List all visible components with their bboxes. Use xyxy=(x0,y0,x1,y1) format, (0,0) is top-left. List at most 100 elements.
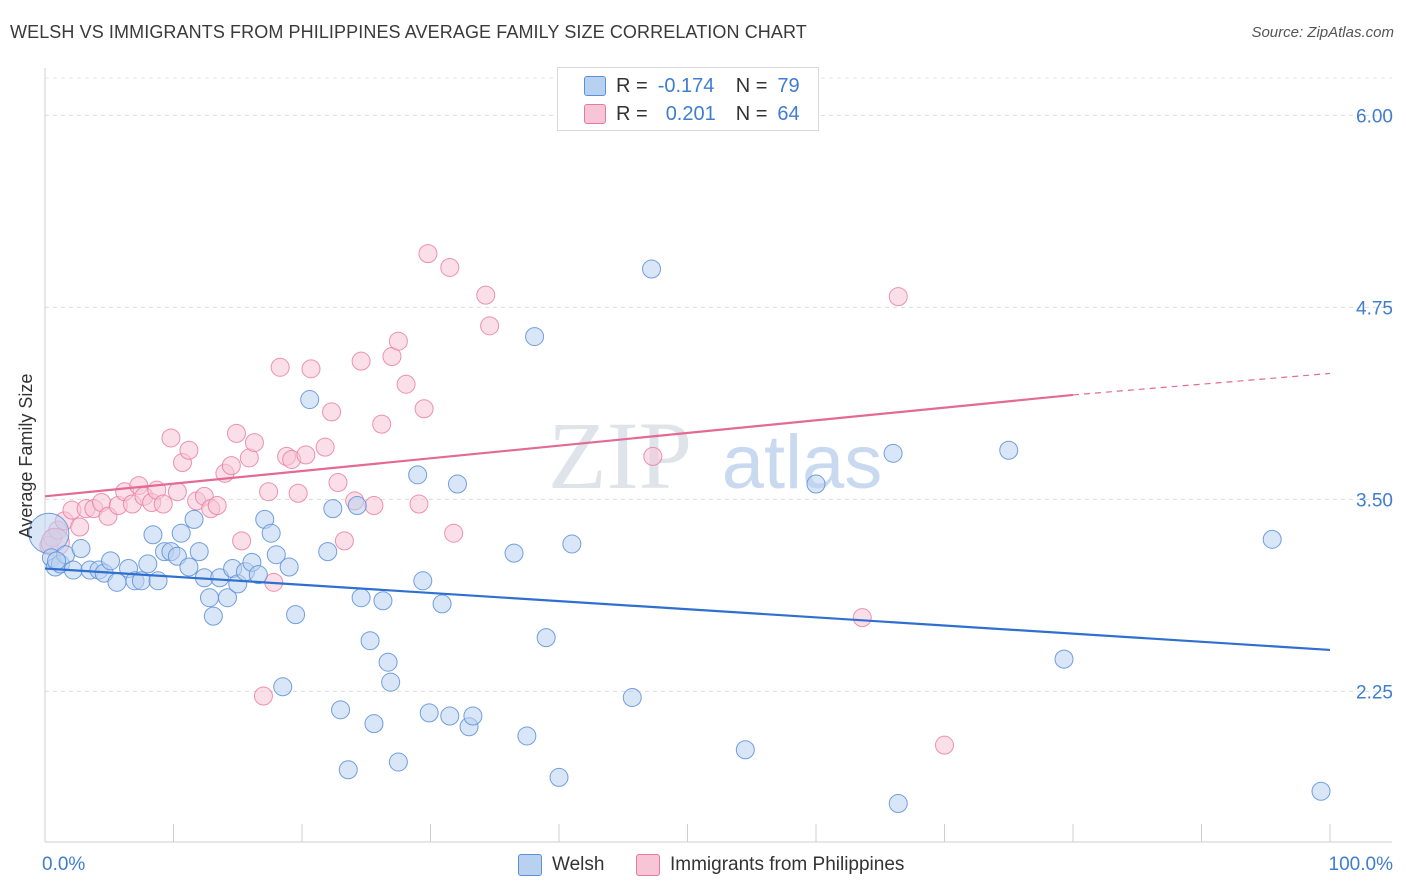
philippines-point xyxy=(351,351,371,371)
welsh-point xyxy=(266,545,286,565)
philippines-point xyxy=(643,446,663,466)
welsh-point xyxy=(171,523,191,543)
watermark-atlas: atlas xyxy=(722,420,883,505)
philippines-point xyxy=(301,359,321,379)
philippines-point xyxy=(207,496,227,516)
philippines-point xyxy=(179,440,199,460)
welsh-point xyxy=(549,767,569,787)
x-tick-label-max: 100.0% xyxy=(1329,854,1394,875)
legend-row-philippines: R = 0.201 N = 64 xyxy=(584,101,800,127)
welsh-point xyxy=(883,443,903,463)
chart-title: WELSH VS IMMIGRANTS FROM PHILIPPINES AVE… xyxy=(10,22,807,42)
philippines-point xyxy=(334,531,354,551)
welsh-point xyxy=(642,259,662,279)
welsh-point xyxy=(381,672,401,692)
philippines-swatch xyxy=(584,104,606,124)
legend-r-label: R = xyxy=(616,102,648,125)
philippines-point xyxy=(409,494,429,514)
welsh-point xyxy=(217,588,237,608)
welsh-point xyxy=(203,606,223,626)
welsh-point xyxy=(71,539,91,559)
bottom-legend-welsh: Welsh xyxy=(518,851,604,879)
philippines-point xyxy=(476,285,496,305)
source-credit: Source: ZipAtlas.com xyxy=(1251,24,1394,41)
y-axis-label-wrap: Average Family Size xyxy=(16,374,37,539)
x-tick-labels: 0.0% 100.0% xyxy=(42,854,1393,875)
philippines-point xyxy=(888,287,908,307)
philippines-point xyxy=(364,496,384,516)
welsh-point xyxy=(364,714,384,734)
y-tick-label: 3.50 xyxy=(1356,490,1393,511)
welsh-point xyxy=(806,474,826,494)
welsh-point xyxy=(138,554,158,574)
philippines-point xyxy=(253,686,273,706)
welsh-point xyxy=(338,760,358,780)
welsh-point xyxy=(143,525,163,545)
philippines-point xyxy=(388,331,408,351)
philippines-trend-extension xyxy=(1072,372,1331,396)
philippines-point xyxy=(70,517,90,537)
welsh-point xyxy=(735,740,755,760)
legend-r-value: -0.174 xyxy=(657,74,715,97)
welsh-point xyxy=(347,496,367,516)
welsh-point xyxy=(378,652,398,672)
grid-lines xyxy=(45,77,1392,692)
welsh-point xyxy=(210,568,230,588)
philippines-point xyxy=(296,445,316,465)
legend-n-label: N = xyxy=(735,102,768,125)
legend-row-welsh: R = -0.174 N = 79 xyxy=(584,73,800,99)
welsh-point xyxy=(286,605,306,625)
welsh-legend-swatch xyxy=(518,854,542,876)
welsh-point xyxy=(351,588,371,608)
philippines-point xyxy=(244,433,264,453)
welsh-point xyxy=(440,706,460,726)
welsh-point xyxy=(1262,529,1282,549)
welsh-point xyxy=(413,571,433,591)
philippines-legend-swatch xyxy=(636,854,660,876)
welsh-point xyxy=(373,591,393,611)
welsh-point xyxy=(184,509,204,529)
philippines-trend-line xyxy=(44,393,1074,498)
x-tick-label-min: 0.0% xyxy=(42,854,85,875)
welsh-point xyxy=(101,551,121,571)
trend-lines xyxy=(44,372,1331,652)
welsh-point xyxy=(179,557,199,577)
series-welsh xyxy=(28,259,1331,814)
zipatlas-watermark: ZIP atlas xyxy=(548,402,882,509)
philippines-point xyxy=(161,428,181,448)
philippines-point xyxy=(153,494,173,514)
philippines-point xyxy=(167,482,187,502)
welsh-point xyxy=(408,465,428,485)
welsh-point xyxy=(888,794,908,814)
legend-n-value: 79 xyxy=(777,74,800,97)
welsh-point xyxy=(279,557,299,577)
philippines-point xyxy=(270,357,290,377)
philippines-point xyxy=(935,735,954,755)
philippines-point xyxy=(444,523,464,543)
welsh-point xyxy=(388,752,408,772)
philippines-point xyxy=(396,374,416,394)
legend-r-label: R = xyxy=(616,74,648,97)
welsh-point xyxy=(261,523,281,543)
welsh-point xyxy=(447,474,467,494)
welsh-point xyxy=(419,703,439,723)
philippines-point xyxy=(480,316,500,336)
legend-n-label: N = xyxy=(735,74,768,97)
y-tick-label: 2.25 xyxy=(1356,682,1393,703)
y-tick-label: 4.75 xyxy=(1356,298,1393,319)
welsh-point xyxy=(525,327,545,347)
philippines-point xyxy=(440,257,460,277)
watermark-zip: ZIP xyxy=(548,402,692,509)
philippines-point xyxy=(221,456,241,476)
welsh-point xyxy=(1311,781,1331,801)
welsh-legend-label: Welsh xyxy=(552,854,605,875)
philippines-point xyxy=(232,531,252,551)
y-tick-labels: 2.25 3.50 4.75 6.00 xyxy=(1356,106,1393,703)
philippines-point xyxy=(288,483,308,503)
welsh-point xyxy=(189,542,209,562)
welsh-point xyxy=(323,499,343,519)
welsh-point xyxy=(504,543,524,563)
y-tick-label: 6.00 xyxy=(1356,106,1393,127)
axes xyxy=(44,68,1392,843)
